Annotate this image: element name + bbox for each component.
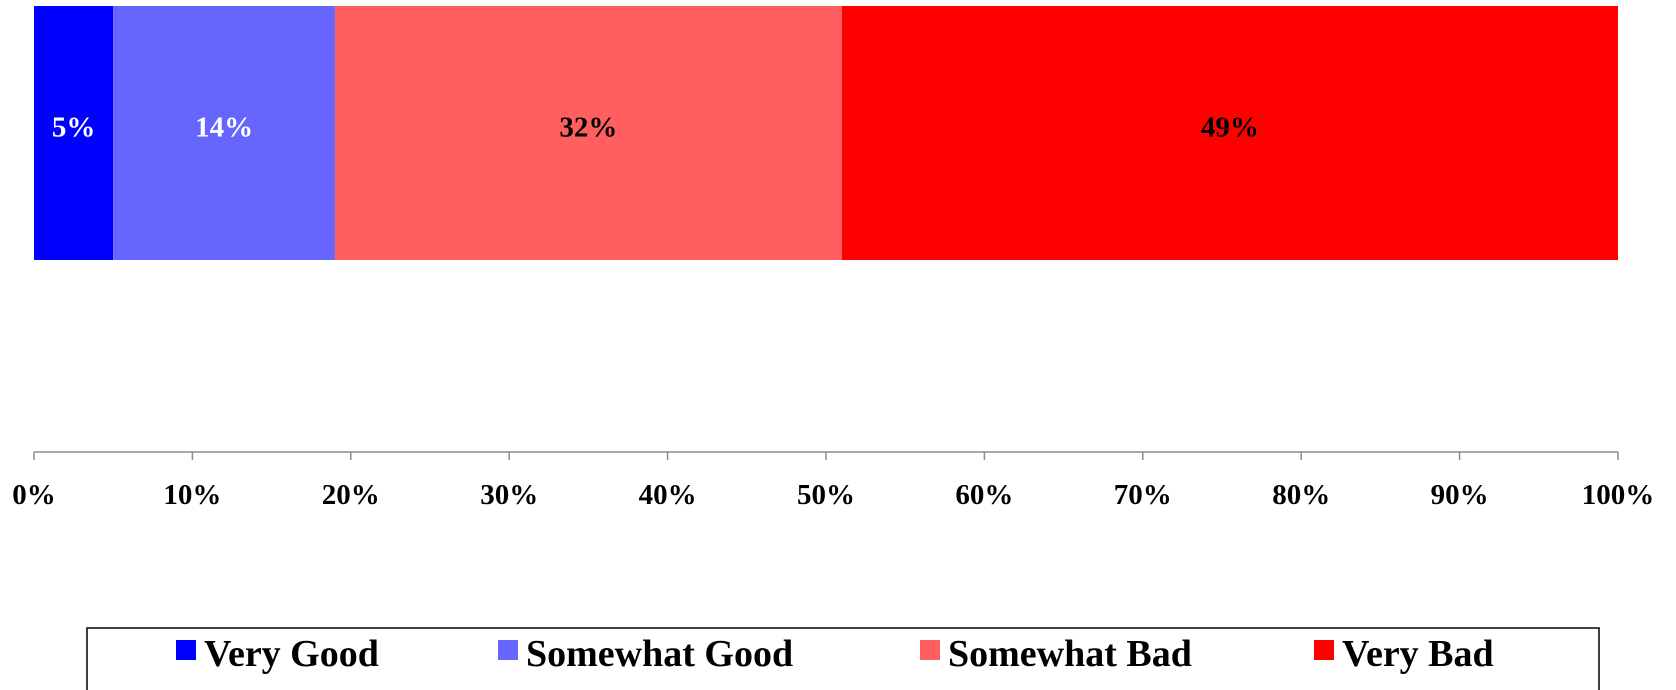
x-tick-label: 50% bbox=[797, 479, 855, 511]
x-tick-label: 30% bbox=[480, 479, 538, 511]
legend-label-somewhat-good: Somewhat Good bbox=[526, 633, 793, 675]
x-tick-label: 80% bbox=[1272, 479, 1330, 511]
bar-somewhat-bad bbox=[334, 6, 842, 260]
bar-label-very-bad: 49% bbox=[1201, 112, 1259, 144]
legend-box bbox=[86, 627, 1600, 690]
legend-items: Very Good Somewhat Good Somewhat Bad Very B… bbox=[176, 633, 1494, 675]
legend: Very Good Somewhat Good Somewhat Bad Very B… bbox=[86, 627, 1600, 690]
x-tick-label: 70% bbox=[1114, 479, 1172, 511]
x-axis-tick-labels: 0% 10% 20% 30% 40% 50% 60% 70% 80% 90% 100% bbox=[12, 479, 1654, 511]
legend-swatch-somewhat-good bbox=[498, 640, 518, 660]
x-axis: 0% 10% 20% 30% 40% 50% 60% 70% 80% 90% 100% bbox=[12, 451, 1654, 511]
x-tick-label: 100% bbox=[1582, 479, 1655, 511]
bar-label-very-good: 5% bbox=[52, 112, 96, 144]
x-tick-label: 0% bbox=[12, 479, 56, 511]
x-tick-label: 10% bbox=[163, 479, 221, 511]
bar-very-good bbox=[34, 6, 114, 260]
bar-very-bad bbox=[841, 6, 1618, 260]
legend-label-very-bad: Very Bad bbox=[1342, 633, 1494, 675]
legend-label-somewhat-bad: Somewhat Bad bbox=[948, 633, 1192, 675]
legend-label-very-good: Very Good bbox=[204, 633, 379, 675]
bar-label-group: 5% 14% 32% 49% bbox=[52, 112, 1259, 144]
x-tick-label: 20% bbox=[322, 479, 380, 511]
x-tick-label: 90% bbox=[1431, 479, 1489, 511]
bar-label-somewhat-good: 14% bbox=[195, 112, 253, 144]
bar-group bbox=[34, 6, 1618, 260]
bar-somewhat-good bbox=[113, 6, 335, 260]
legend-swatch-very-good bbox=[176, 640, 196, 660]
legend-swatch-very-bad bbox=[1314, 640, 1334, 660]
x-tick-label: 60% bbox=[955, 479, 1013, 511]
x-axis-ticks bbox=[33, 452, 1619, 460]
x-tick-label: 40% bbox=[639, 479, 697, 511]
bar-label-somewhat-bad: 32% bbox=[559, 112, 617, 144]
legend-swatch-somewhat-bad bbox=[920, 640, 940, 660]
